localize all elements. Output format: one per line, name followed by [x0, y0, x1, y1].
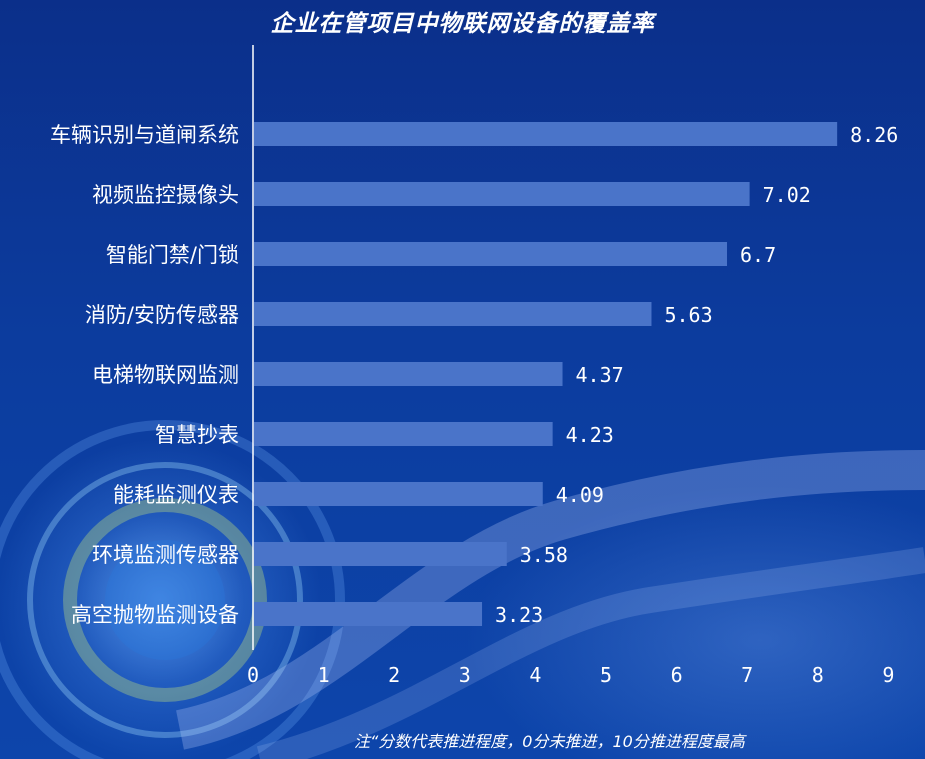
x-tick-label: 8 — [812, 663, 824, 687]
data-label: 8.26 — [850, 123, 898, 147]
x-tick-label: 2 — [388, 663, 400, 687]
bar — [254, 302, 652, 326]
data-label: 3.58 — [520, 543, 568, 567]
bar — [254, 182, 750, 206]
footnote: 注“分数代表推进程度，0分未推进，10分推进程度最高 — [354, 732, 745, 751]
category-label: 智能门禁/门锁 — [106, 243, 239, 267]
data-label: 4.37 — [576, 363, 624, 387]
data-label: 7.02 — [763, 183, 811, 207]
x-tick-label: 9 — [882, 663, 894, 687]
bar — [254, 542, 507, 566]
bar — [254, 602, 483, 626]
x-tick-label: 3 — [459, 663, 471, 687]
x-tick-label: 5 — [600, 663, 612, 687]
category-label: 高空抛物监测设备 — [71, 603, 239, 627]
x-tick-label: 1 — [318, 663, 330, 687]
category-label: 电梯物联网监测 — [92, 363, 239, 387]
data-label: 6.7 — [740, 243, 776, 267]
category-label: 车辆识别与道闸系统 — [50, 123, 239, 147]
data-label: 4.23 — [566, 423, 614, 447]
category-label: 能耗监测仪表 — [113, 483, 239, 507]
x-tick-label: 4 — [529, 663, 541, 687]
bar — [254, 362, 563, 386]
x-tick-label: 0 — [247, 663, 259, 687]
category-label: 智慧抄表 — [155, 423, 239, 447]
bar — [254, 242, 728, 266]
bar — [254, 122, 838, 146]
category-label: 消防/安防传感器 — [85, 303, 239, 327]
bar — [254, 482, 543, 506]
data-label: 4.09 — [556, 483, 604, 507]
x-tick-label: 6 — [671, 663, 683, 687]
category-label: 环境监测传感器 — [92, 543, 239, 567]
data-label: 5.63 — [664, 303, 712, 327]
data-label: 3.23 — [495, 603, 543, 627]
category-label: 视频监控摄像头 — [92, 183, 239, 207]
x-tick-label: 7 — [741, 663, 753, 687]
chart-title: 企业在管项目中物联网设备的覆盖率 — [270, 11, 655, 37]
bar — [254, 422, 553, 446]
